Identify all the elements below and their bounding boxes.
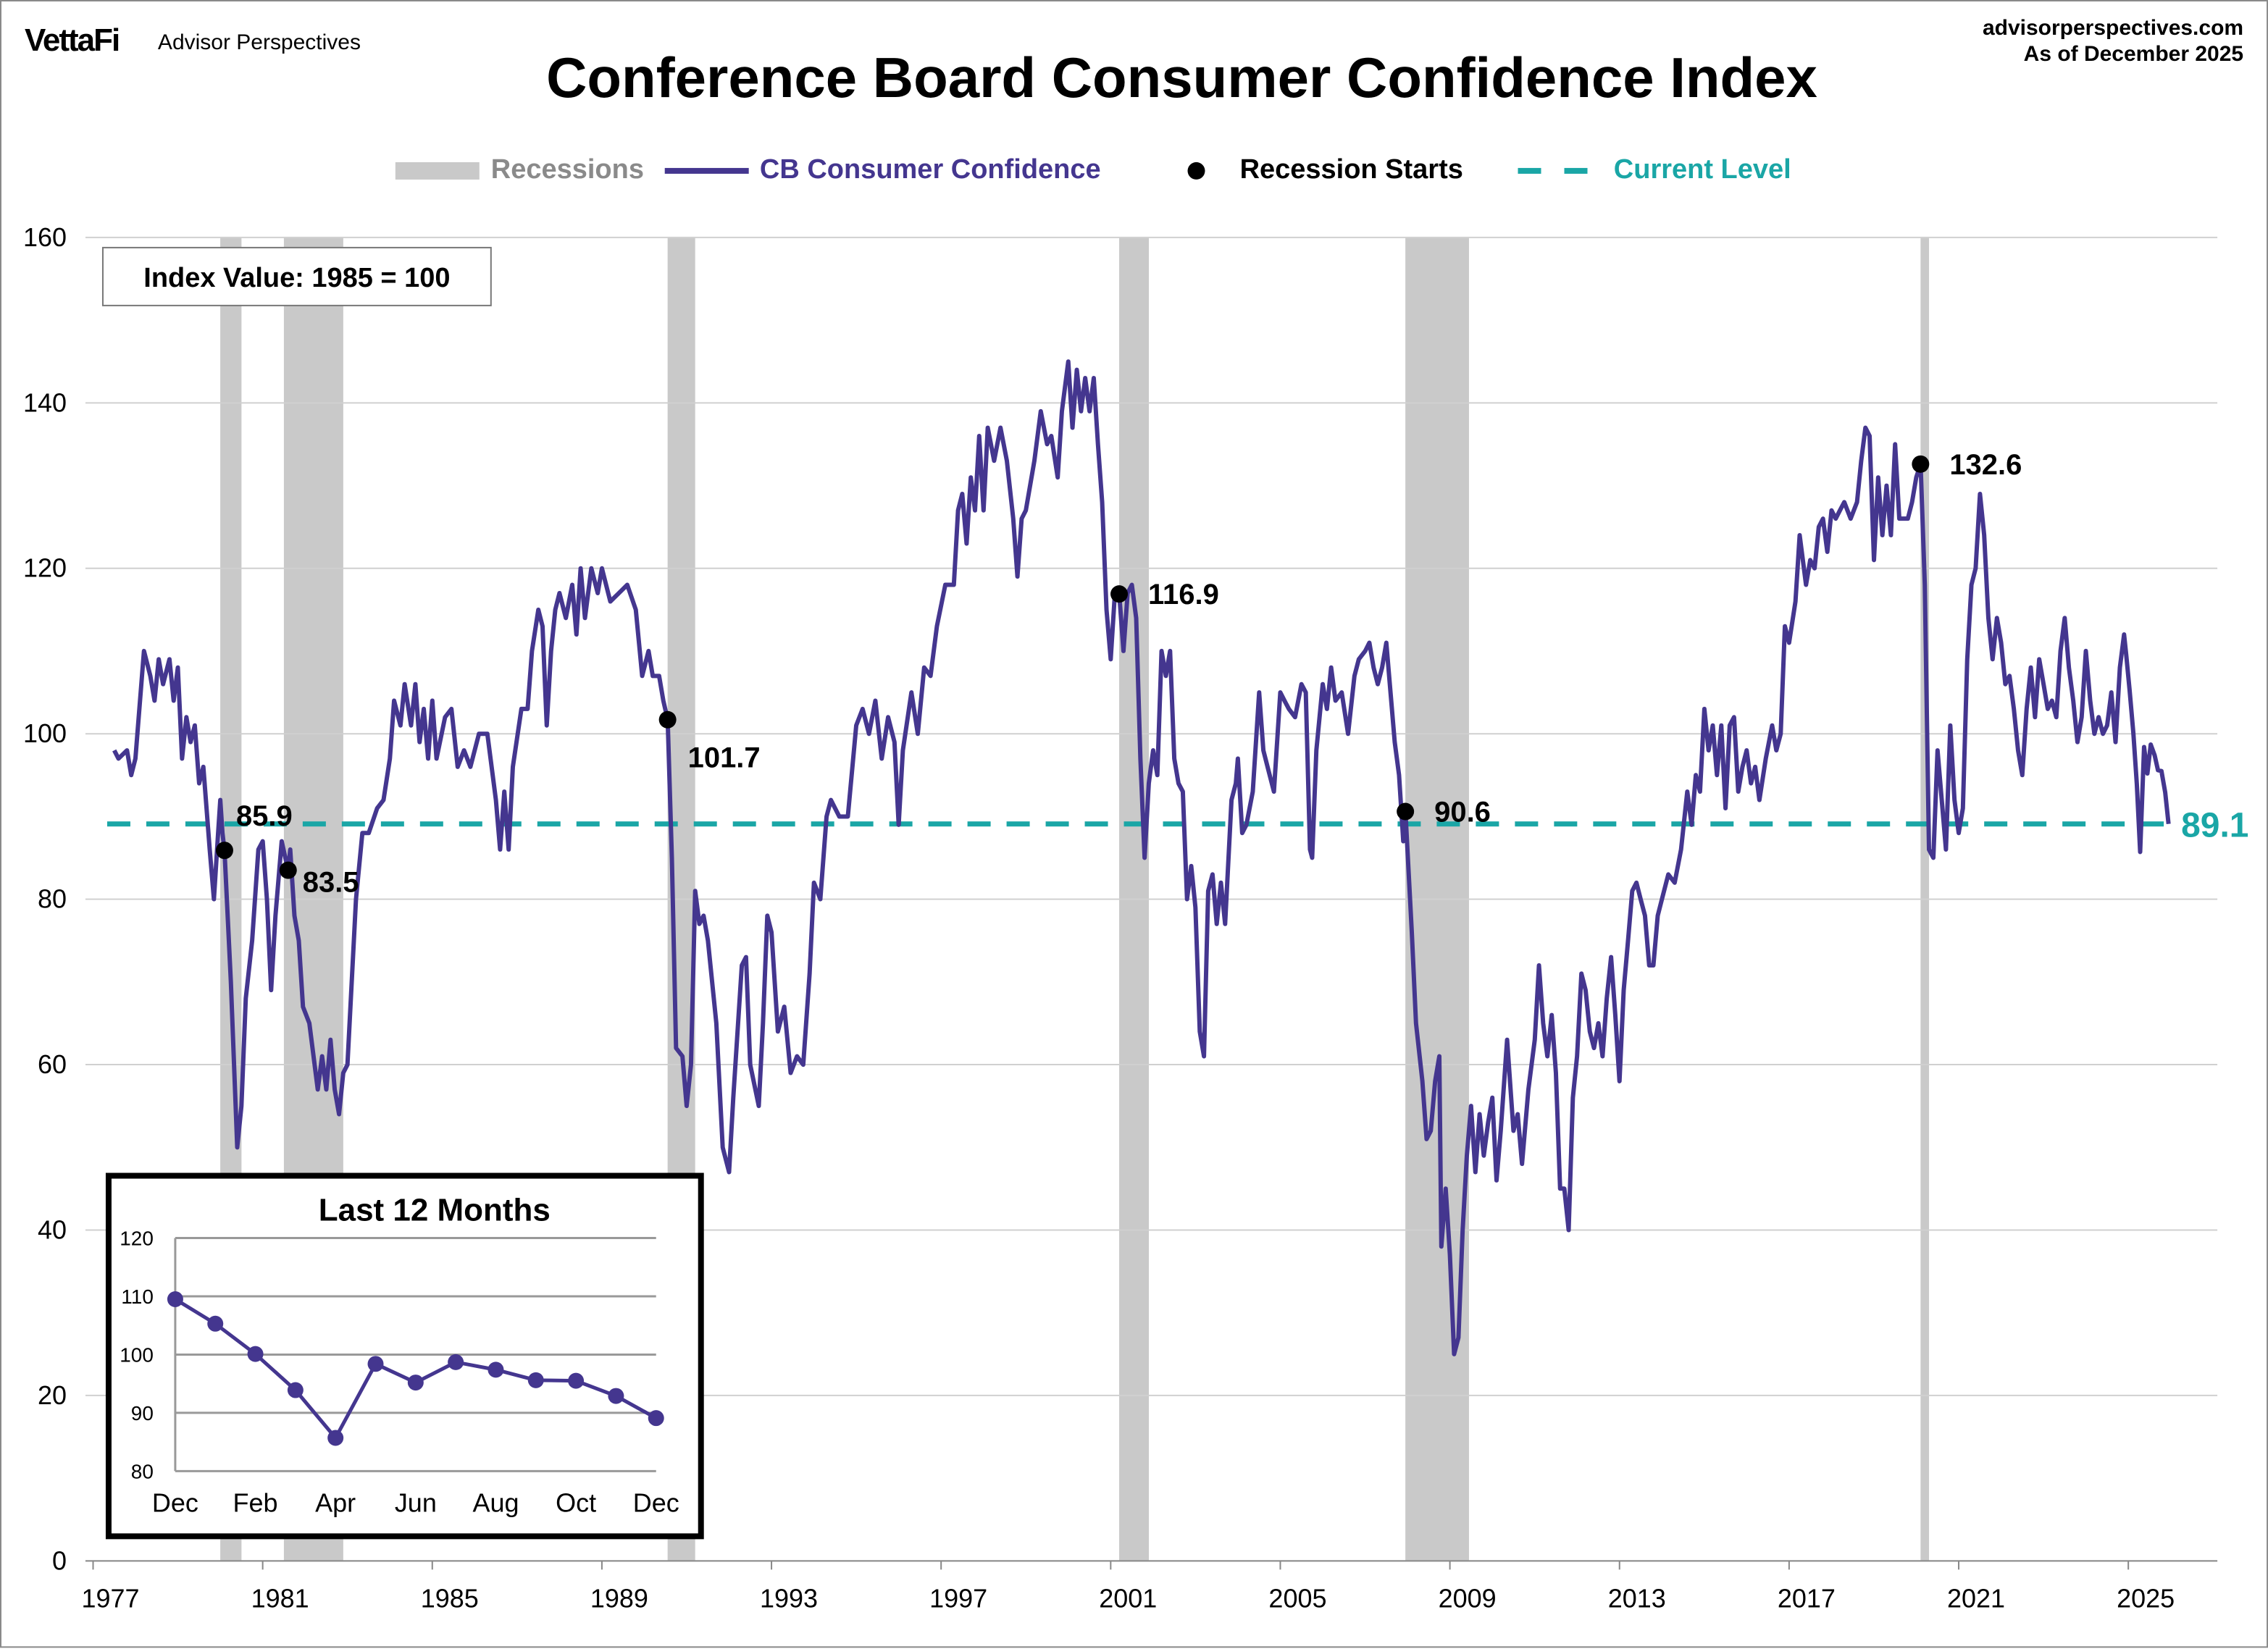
line-swatch-icon: [664, 167, 748, 174]
inset-x-tick-label: Oct: [556, 1488, 596, 1517]
x-tick-label: 1981: [251, 1583, 309, 1613]
inset-chart: Last 12 Months 80 90 100 110 120 Dec Feb Apr Jun A…: [105, 1172, 704, 1540]
recession-start-label: 101.7: [688, 742, 761, 774]
dot-swatch-icon: [1187, 161, 1205, 180]
inset-point: [608, 1388, 624, 1404]
source-info: advisorperspectives.com As of December 2…: [1983, 16, 2243, 68]
inset-x-tick-label: Apr: [315, 1488, 356, 1517]
inset-y-tick-label: 120: [120, 1227, 154, 1249]
x-tick-label: 2001: [1099, 1583, 1157, 1613]
x-tick-label: 2009: [1439, 1583, 1497, 1613]
inset-point: [287, 1382, 304, 1398]
x-tick-label: 2005: [1268, 1583, 1326, 1613]
cb-confidence-line: [112, 359, 2171, 1356]
vettafi-logo: VettaFi: [24, 21, 120, 58]
logo-subtitle: Advisor Perspectives: [157, 30, 361, 55]
inset-point: [327, 1430, 344, 1446]
inset-x-tick-label: Dec: [633, 1488, 679, 1517]
y-tick-label: 40: [38, 1214, 67, 1244]
inset-y-tick-label: 110: [121, 1285, 154, 1308]
inset-y-tick-label: 100: [120, 1343, 154, 1366]
site-url: advisorperspectives.com: [1982, 15, 2244, 41]
legend-label: CB Consumer Confidence: [759, 154, 1101, 185]
x-tick-label: 1993: [760, 1583, 818, 1613]
x-tick-label: 2017: [1778, 1583, 1836, 1613]
y-tick-label: 100: [23, 718, 67, 748]
recession-start-dot: [1110, 585, 1129, 603]
recession-start-dot: [215, 842, 233, 860]
inset-point: [367, 1356, 384, 1372]
chart-title: Conference Board Consumer Confidence Ind…: [546, 47, 1817, 110]
inset-point: [407, 1375, 424, 1391]
x-tick-label: 1985: [421, 1583, 479, 1613]
recession-start-dot: [1397, 802, 1415, 821]
legend: Recessions CB Consumer Confidence Recess…: [395, 154, 1841, 187]
x-tick-label: 2021: [1947, 1583, 2005, 1613]
recession-start-label: 85.9: [236, 800, 293, 832]
inset-y-tick-label: 80: [131, 1460, 154, 1482]
inset-point: [247, 1346, 264, 1362]
current-level-label: 89.1: [2181, 807, 2248, 845]
legend-current-level: Current Level: [1512, 155, 1791, 187]
x-tick-label: 2013: [1608, 1583, 1666, 1613]
annotation-box: [101, 246, 492, 306]
as-of-date: As of December 2025: [2023, 41, 2244, 67]
y-tick-label: 120: [23, 553, 67, 583]
inset-point: [167, 1291, 183, 1307]
y-tick-label: 60: [38, 1049, 67, 1079]
y-tick-label: 80: [38, 884, 67, 914]
x-tick-label: 1997: [929, 1583, 987, 1613]
inset-point: [207, 1315, 224, 1332]
legend-recession-starts: Recession Starts: [1150, 155, 1463, 187]
recession-start-label: 90.6: [1434, 797, 1491, 828]
dash-swatch-icon: [1518, 167, 1591, 174]
recession-start-label: 83.5: [303, 867, 359, 899]
inset-point: [568, 1372, 585, 1389]
y-tick-label: 20: [38, 1380, 67, 1410]
legend-recessions: Recessions: [395, 154, 644, 187]
inset-point: [488, 1361, 504, 1378]
recession-start-label: 132.6: [1949, 449, 2022, 481]
legend-label: Current Level: [1613, 154, 1791, 185]
inset-point: [448, 1354, 464, 1370]
y-tick-label: 160: [23, 222, 67, 252]
recession-start-label: 116.9: [1148, 579, 1219, 610]
inset-frame: [105, 1172, 704, 1540]
inset-x-tick-label: Aug: [472, 1488, 519, 1517]
recession-swatch-icon: [395, 161, 480, 180]
x-tick-label: 1989: [590, 1583, 648, 1613]
legend-label: Recession Starts: [1239, 154, 1463, 185]
y-tick-label: 140: [23, 387, 67, 417]
inset-x-tick-label: Jun: [395, 1488, 437, 1517]
inset-title: Last 12 Months: [319, 1192, 551, 1228]
x-tick-label: 2025: [2117, 1583, 2175, 1613]
inset-y-tick-label: 90: [131, 1402, 154, 1424]
recession-start-dot: [279, 861, 297, 879]
inset-point: [527, 1372, 544, 1388]
index-base-annotation: Index Value: 1985 = 100: [143, 263, 450, 293]
inset-x-tick-label: Feb: [233, 1488, 278, 1517]
legend-label: Recessions: [490, 154, 644, 185]
inset-x-tick-label: Dec: [152, 1488, 198, 1517]
recession-start-dot: [1912, 455, 1930, 473]
y-tick-label: 0: [52, 1545, 67, 1575]
x-tick-label: 1977: [81, 1583, 139, 1613]
inset-point: [648, 1410, 664, 1427]
recession-start-dot: [658, 710, 677, 729]
legend-cb: CB Consumer Confidence: [664, 154, 1101, 187]
